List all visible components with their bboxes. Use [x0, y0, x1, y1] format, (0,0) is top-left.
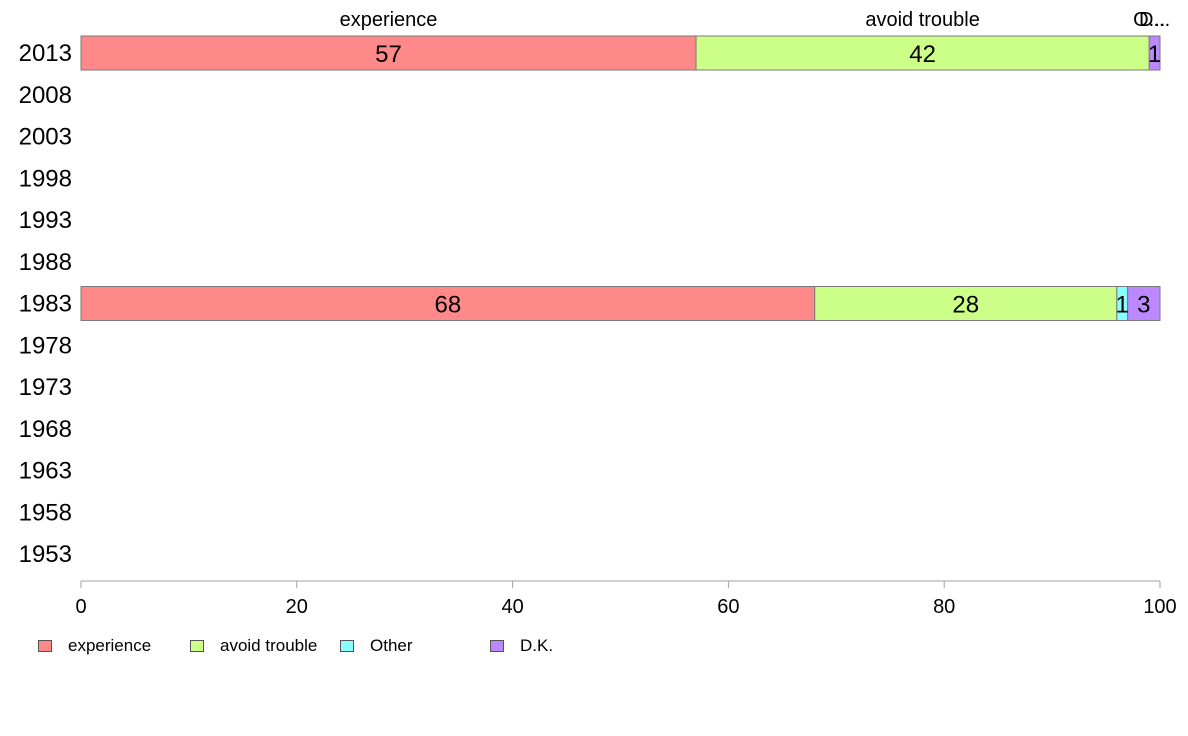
- y-tick-label: 2003: [19, 124, 72, 151]
- legend-item: experience: [38, 636, 151, 656]
- legend: experience avoid trouble Other D.K.: [38, 636, 738, 656]
- bars: [80, 35, 1161, 321]
- segment-value-label: 28: [952, 292, 979, 319]
- y-tick-label: 1958: [19, 499, 72, 526]
- y-tick-label: 2013: [19, 40, 72, 67]
- legend-item: Other: [340, 636, 413, 656]
- bar-segment-avoid-trouble: [814, 286, 1118, 321]
- y-tick-label: 1978: [19, 332, 72, 359]
- segment-value-label: 68: [435, 292, 462, 319]
- legend-label: D.K.: [520, 636, 554, 655]
- segment-value-label: 42: [909, 41, 936, 68]
- legend-swatch: [38, 640, 52, 652]
- y-tick-label: 1988: [19, 249, 72, 276]
- bar-segment-avoid-trouble: [695, 35, 1150, 71]
- y-tick-label: 1998: [19, 165, 72, 192]
- legend-item: D.K.: [490, 636, 553, 656]
- segment-value-labels: 57 42 168 28 1 3: [375, 41, 1161, 319]
- y-tick-label: 1993: [19, 207, 72, 234]
- legend-item: avoid trouble: [190, 636, 317, 656]
- legend-swatch: [340, 640, 354, 652]
- y-axis-tick-labels: 2013 2008 2003 1998 1993 1988 1983 1978 1973 1968…: [19, 40, 72, 568]
- x-tick-label: 20: [286, 596, 308, 618]
- y-tick-label: 1963: [19, 458, 72, 485]
- x-tick-label: 40: [501, 596, 523, 618]
- legend-label: Other: [370, 636, 413, 655]
- segment-value-label: 1: [1116, 292, 1129, 319]
- x-axis: 0 20 40 60 80 100: [75, 580, 1177, 618]
- x-tick-label: 60: [717, 596, 739, 618]
- legend-swatch: [490, 640, 504, 652]
- bar-segment-d-k: [1127, 286, 1161, 321]
- top-segment-label: avoid trouble: [865, 9, 980, 31]
- y-tick-label: 1968: [19, 416, 72, 443]
- x-tick-label: 80: [933, 596, 955, 618]
- segment-value-label: 57: [375, 41, 402, 68]
- bar-segment-d-k: [1148, 35, 1161, 71]
- segment-value-label: 3: [1137, 292, 1150, 319]
- top-segment-label: experience: [340, 9, 438, 31]
- y-tick-label: 2008: [19, 82, 72, 109]
- x-tick-label: 100: [1143, 596, 1176, 618]
- top-segment-label: D...: [1139, 9, 1170, 31]
- y-tick-label: 1973: [19, 374, 72, 401]
- top-segment-labels: experience avoid trouble O...D...: [340, 9, 1171, 31]
- top-segment-label: O...: [1133, 9, 1165, 31]
- legend-label: experience: [68, 636, 152, 655]
- legend-label: avoid trouble: [220, 636, 318, 655]
- bar-segment-experience: [80, 286, 816, 321]
- x-tick-label: 0: [75, 596, 86, 618]
- segment-value-label: 1: [1148, 41, 1161, 68]
- legend-swatch: [190, 640, 204, 652]
- y-tick-label: 1953: [19, 541, 72, 568]
- y-tick-label: 1983: [19, 291, 72, 318]
